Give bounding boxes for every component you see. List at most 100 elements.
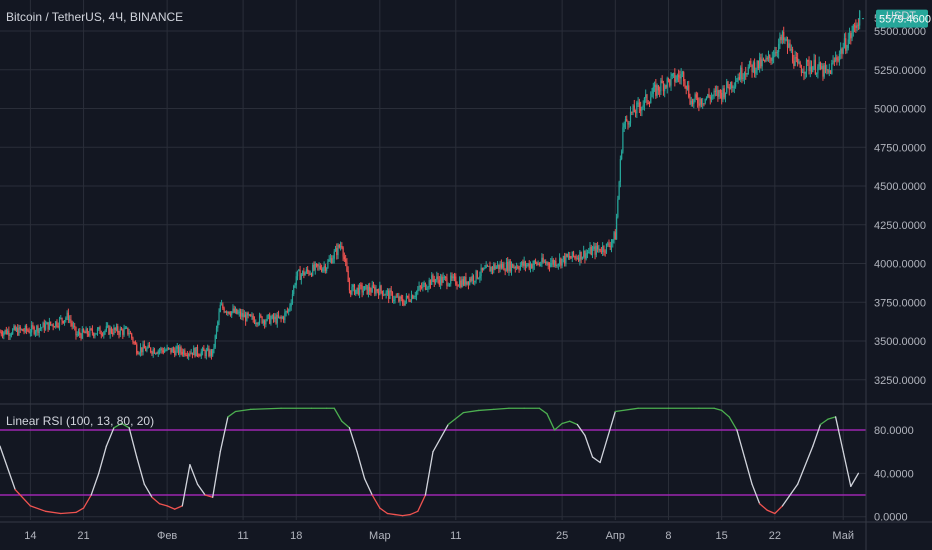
candle-body[interactable] bbox=[489, 266, 491, 272]
rsi-segment[interactable] bbox=[546, 413, 556, 431]
candle-body[interactable] bbox=[143, 344, 145, 349]
candle-body[interactable] bbox=[817, 66, 819, 74]
candle-body[interactable] bbox=[123, 328, 125, 335]
candle-body[interactable] bbox=[23, 331, 25, 333]
rsi-segment[interactable] bbox=[166, 505, 176, 510]
candle-body[interactable] bbox=[524, 261, 527, 267]
candle-body[interactable] bbox=[255, 323, 257, 325]
candle-body[interactable] bbox=[461, 279, 463, 288]
candle-body[interactable] bbox=[679, 76, 681, 79]
candle-body[interactable] bbox=[162, 350, 164, 353]
candle-body[interactable] bbox=[508, 261, 510, 272]
candle-body[interactable] bbox=[283, 317, 285, 320]
candle-body[interactable] bbox=[703, 103, 705, 105]
candle-body[interactable] bbox=[326, 267, 328, 271]
candle-body[interactable] bbox=[114, 327, 116, 330]
candle-body[interactable] bbox=[515, 266, 518, 269]
candle-body[interactable] bbox=[3, 332, 5, 336]
candle-body[interactable] bbox=[767, 55, 770, 59]
candle-body[interactable] bbox=[475, 270, 477, 281]
candle-body[interactable] bbox=[661, 80, 663, 83]
candle-body[interactable] bbox=[367, 286, 370, 295]
candle-body[interactable] bbox=[485, 265, 487, 269]
candle-body[interactable] bbox=[175, 348, 177, 356]
rsi-segment[interactable] bbox=[774, 505, 784, 515]
candle-body[interactable] bbox=[158, 350, 161, 352]
candle-body[interactable] bbox=[219, 304, 221, 313]
rsi-segment[interactable] bbox=[234, 408, 252, 413]
candle-body[interactable] bbox=[129, 333, 132, 335]
candle-body[interactable] bbox=[71, 322, 73, 327]
candle-body[interactable] bbox=[6, 330, 9, 335]
candle-body[interactable] bbox=[360, 284, 362, 286]
candle-body[interactable] bbox=[483, 268, 485, 271]
candle-body[interactable] bbox=[574, 256, 576, 258]
candle-body[interactable] bbox=[694, 94, 696, 100]
candle-body[interactable] bbox=[855, 25, 857, 28]
candle-body[interactable] bbox=[717, 90, 719, 97]
rsi-segment[interactable] bbox=[181, 464, 191, 507]
candle-body[interactable] bbox=[502, 263, 504, 268]
candle-body[interactable] bbox=[250, 314, 252, 317]
candle-body[interactable] bbox=[48, 321, 50, 330]
candle-body[interactable] bbox=[481, 267, 483, 271]
candle-body[interactable] bbox=[738, 77, 740, 80]
candle-body[interactable] bbox=[405, 295, 408, 301]
rsi-segment[interactable] bbox=[721, 409, 730, 418]
rsi-segment[interactable] bbox=[371, 494, 381, 509]
candle-body[interactable] bbox=[629, 111, 632, 124]
candle-body[interactable] bbox=[513, 266, 515, 268]
candle-body[interactable] bbox=[269, 314, 271, 324]
candle-body[interactable] bbox=[471, 276, 473, 281]
candle-body[interactable] bbox=[256, 323, 258, 325]
candle-body[interactable] bbox=[69, 319, 71, 321]
candle-body[interactable] bbox=[594, 246, 596, 255]
candle-body[interactable] bbox=[346, 261, 348, 271]
candle-body[interactable] bbox=[332, 258, 334, 264]
candle-body[interactable] bbox=[99, 327, 101, 334]
candle-body[interactable] bbox=[104, 330, 106, 333]
candle-body[interactable] bbox=[634, 112, 637, 114]
candle-body[interactable] bbox=[765, 58, 767, 62]
candle-body[interactable] bbox=[551, 260, 553, 263]
rsi-segment[interactable] bbox=[743, 456, 753, 485]
candle-body[interactable] bbox=[396, 296, 399, 298]
rsi-segment[interactable] bbox=[82, 494, 92, 509]
rsi-segment[interactable] bbox=[174, 505, 183, 510]
candle-body[interactable] bbox=[623, 123, 625, 128]
candle-body[interactable] bbox=[648, 102, 651, 104]
candle-body[interactable] bbox=[350, 290, 352, 295]
candle-body[interactable] bbox=[295, 276, 297, 286]
candle-body[interactable] bbox=[659, 90, 661, 92]
candle-body[interactable] bbox=[451, 275, 453, 279]
candle-body[interactable] bbox=[453, 276, 456, 278]
candle-body[interactable] bbox=[138, 352, 140, 354]
candle-body[interactable] bbox=[44, 324, 47, 330]
candle-body[interactable] bbox=[827, 69, 829, 73]
candle-body[interactable] bbox=[685, 85, 687, 90]
candle-body[interactable] bbox=[66, 312, 68, 319]
candle-body[interactable] bbox=[305, 269, 307, 273]
candle-body[interactable] bbox=[180, 347, 182, 352]
candle-body[interactable] bbox=[856, 24, 858, 28]
candle-body[interactable] bbox=[267, 314, 270, 316]
candle-body[interactable] bbox=[816, 73, 818, 75]
candle-body[interactable] bbox=[747, 66, 749, 75]
candle-body[interactable] bbox=[674, 73, 676, 82]
candle-body[interactable] bbox=[155, 353, 157, 355]
candle-body[interactable] bbox=[523, 261, 525, 266]
candle-body[interactable] bbox=[854, 25, 856, 27]
candle-body[interactable] bbox=[328, 259, 330, 262]
candle-body[interactable] bbox=[76, 334, 78, 336]
candle-body[interactable] bbox=[29, 332, 31, 334]
candle-body[interactable] bbox=[320, 268, 323, 272]
candle-body[interactable] bbox=[8, 330, 10, 336]
rsi-segment[interactable] bbox=[819, 418, 829, 426]
rsi-segment[interactable] bbox=[781, 483, 799, 507]
candle-body[interactable] bbox=[550, 262, 552, 267]
candle-body[interactable] bbox=[22, 329, 24, 332]
candle-body[interactable] bbox=[52, 324, 54, 327]
candle-body[interactable] bbox=[60, 317, 62, 319]
candle-body[interactable] bbox=[13, 326, 15, 330]
candle-body[interactable] bbox=[108, 325, 110, 335]
